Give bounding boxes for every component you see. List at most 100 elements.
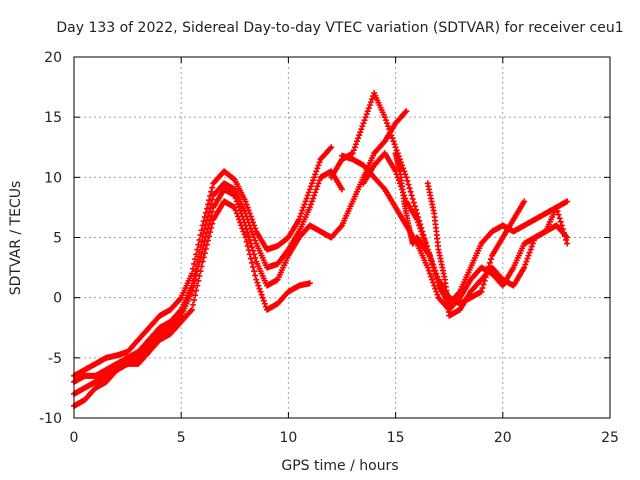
- data-point: [310, 177, 317, 184]
- data-point: [304, 192, 311, 199]
- data-point: [366, 102, 373, 109]
- data-point: [208, 188, 215, 195]
- data-point: [198, 227, 205, 234]
- data-point: [209, 208, 216, 215]
- series-track-6: [339, 152, 571, 313]
- data-point: [252, 237, 259, 244]
- data-point: [419, 231, 426, 238]
- data-point: [381, 114, 388, 121]
- data-point: [305, 189, 312, 196]
- y-tick-label: 15: [44, 110, 62, 126]
- data-point: [360, 120, 367, 127]
- data-point: [245, 247, 252, 254]
- data-point: [425, 267, 432, 274]
- data-point: [258, 291, 265, 298]
- data-point: [299, 207, 306, 214]
- data-point: [421, 237, 428, 244]
- data-point: [242, 234, 249, 241]
- data-point: [207, 229, 214, 236]
- y-axis: -10 -5 0 5 10 15 20: [39, 50, 610, 427]
- data-point: [386, 126, 393, 133]
- data-point: [193, 287, 200, 294]
- data-point: [313, 186, 320, 193]
- data-point: [559, 226, 566, 233]
- data-point: [198, 239, 205, 246]
- data-point: [242, 198, 249, 205]
- data-point: [390, 138, 397, 145]
- data-point: [480, 281, 487, 288]
- data-point: [382, 117, 389, 124]
- x-tick-label: 0: [70, 430, 79, 446]
- x-tick-label: 5: [177, 430, 186, 446]
- data-point: [209, 220, 216, 227]
- data-point: [384, 120, 391, 127]
- data-point: [235, 201, 242, 208]
- data-point: [316, 159, 323, 166]
- data-point: [238, 222, 245, 229]
- data-point: [557, 218, 564, 225]
- data-point: [251, 234, 258, 241]
- data-point: [188, 306, 195, 313]
- data-point: [351, 144, 358, 151]
- data-point: [365, 105, 372, 112]
- chart-title: Day 133 of 2022, Sidereal Day-to-day VTE…: [56, 20, 623, 36]
- data-point: [427, 255, 434, 262]
- data-point: [241, 231, 248, 238]
- data-point: [195, 277, 202, 284]
- data-point: [311, 174, 318, 181]
- data-point: [426, 252, 433, 259]
- x-tick-label: 10: [279, 430, 297, 446]
- data-point: [409, 195, 416, 202]
- data-point: [418, 228, 425, 235]
- data-point: [237, 219, 244, 226]
- data-point: [389, 135, 396, 142]
- data-point: [364, 108, 371, 115]
- data-point: [478, 288, 485, 295]
- data-point: [253, 276, 260, 283]
- data-point: [256, 285, 263, 292]
- data-point: [194, 282, 201, 289]
- data-point: [363, 111, 370, 118]
- data-point: [252, 272, 259, 279]
- data-point: [522, 261, 529, 268]
- data-point: [301, 201, 308, 208]
- data-point: [526, 249, 533, 256]
- data-point: [302, 198, 309, 205]
- data-point: [315, 162, 322, 169]
- data-point: [246, 236, 253, 243]
- data-point: [354, 138, 361, 145]
- data-point: [230, 175, 237, 182]
- data-point: [208, 224, 215, 231]
- data-point: [201, 250, 208, 257]
- data-point: [188, 288, 195, 295]
- data-point: [405, 181, 412, 188]
- data-point: [260, 297, 267, 304]
- data-point: [408, 192, 415, 199]
- data-point: [310, 195, 317, 202]
- data-point: [430, 261, 437, 268]
- data-point: [209, 196, 216, 203]
- data-point: [564, 198, 571, 205]
- data-point: [306, 204, 313, 211]
- data-point: [560, 229, 567, 236]
- data-point: [313, 168, 320, 175]
- data-point: [209, 184, 216, 191]
- data-point: [426, 270, 433, 277]
- data-point: [416, 222, 423, 229]
- data-point: [250, 263, 257, 270]
- data-point: [205, 237, 211, 244]
- data-point: [555, 211, 562, 218]
- data-point: [561, 233, 568, 240]
- data-point: [312, 171, 319, 178]
- series-track-4: [71, 198, 313, 409]
- y-tick-label: 10: [44, 170, 62, 186]
- data-point: [554, 208, 561, 215]
- y-axis-label: SDTVAR / TECUs: [8, 181, 24, 296]
- data-point: [199, 258, 206, 265]
- data-point: [189, 284, 196, 291]
- data-point: [403, 108, 410, 115]
- data-point: [231, 192, 238, 199]
- y-tick-label: 0: [53, 291, 62, 307]
- data-point: [197, 268, 204, 275]
